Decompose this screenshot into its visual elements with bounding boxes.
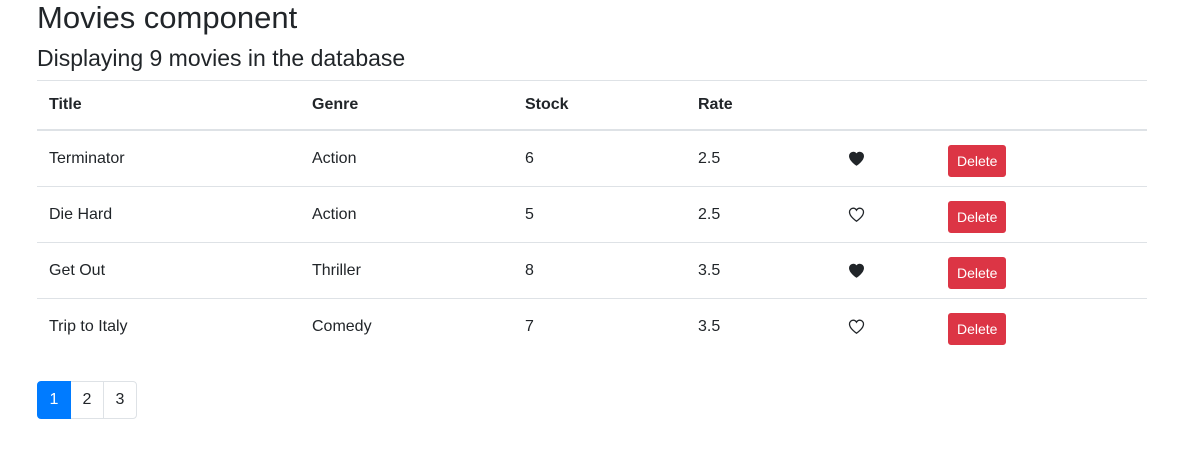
table-row: Die Hard Action 5 2.5 Delete <box>37 186 1147 243</box>
delete-button[interactable]: Delete <box>948 144 1007 177</box>
page-link-3[interactable]: 3 <box>103 381 137 419</box>
cell-rate: 3.5 <box>698 317 721 335</box>
cell-delete: Delete <box>936 242 1147 299</box>
cell-delete: Delete <box>936 130 1147 187</box>
cell-rate: 2.5 <box>686 130 834 187</box>
delete-button[interactable]: Delete <box>948 256 1007 289</box>
table-body: Terminator Action 6 2.5 Delete Die Hard … <box>37 130 1147 354</box>
table-row: Terminator Action 6 2.5 Delete <box>37 130 1147 187</box>
header-row: Title Genre Stock Rate <box>37 80 1147 131</box>
column-header-title[interactable]: Title <box>37 80 300 131</box>
cell-genre: Action <box>300 186 513 243</box>
movies-container: Movies component Displaying 9 movies in … <box>37 0 1147 435</box>
cell-delete: Delete <box>936 186 1147 243</box>
cell-rate: 2.5 <box>686 186 834 243</box>
page-link-2[interactable]: 2 <box>70 381 104 419</box>
cell-genre: Action <box>300 130 513 187</box>
cell-stock: 5 <box>513 186 686 243</box>
page-item: 3 <box>103 381 137 419</box>
cell-stock: 7 <box>525 317 534 335</box>
heart-filled-icon[interactable] <box>848 263 865 278</box>
heart-filled-icon[interactable] <box>848 151 865 166</box>
cell-title: Terminator <box>37 130 300 187</box>
column-header-rate[interactable]: Rate <box>686 80 834 131</box>
cell-delete: Delete <box>936 299 1147 355</box>
column-header-stock[interactable]: Stock <box>513 80 686 131</box>
cell-like <box>834 299 936 355</box>
cell-genre: Comedy <box>312 317 372 335</box>
cell-title: Trip to Italy <box>49 317 128 335</box>
page-link-1[interactable]: 1 <box>37 381 71 419</box>
column-header-delete <box>936 80 1147 131</box>
page-item: 1 <box>37 381 71 419</box>
column-header-genre[interactable]: Genre <box>300 80 513 131</box>
delete-button[interactable]: Delete <box>948 200 1007 233</box>
movies-table: Title Genre Stock Rate Terminator Action… <box>37 80 1147 354</box>
heart-outline-icon[interactable] <box>848 319 865 334</box>
cell-genre: Thriller <box>300 242 513 299</box>
page-title: Movies component <box>37 0 298 35</box>
pagination: 1 2 3 <box>37 381 1147 419</box>
heart-outline-icon[interactable] <box>848 207 865 222</box>
table-row: Trip to Italy Comedy 7 3.5 Delete <box>37 299 1147 355</box>
table-header: Title Genre Stock Rate <box>37 80 1147 131</box>
cell-title: Get Out <box>37 242 300 299</box>
cell-like <box>834 130 936 187</box>
delete-button[interactable]: Delete <box>948 312 1007 345</box>
column-header-like <box>834 80 936 131</box>
cell-like <box>834 242 936 299</box>
movie-count-subtitle: Displaying 9 movies in the database <box>37 45 406 71</box>
page-item: 2 <box>70 381 104 419</box>
cell-like <box>834 186 936 243</box>
table-row: Get Out Thriller 8 3.5 Delete <box>37 242 1147 299</box>
cell-stock: 8 <box>513 242 686 299</box>
cell-stock: 6 <box>513 130 686 187</box>
cell-title: Die Hard <box>37 186 300 243</box>
cell-rate: 3.5 <box>686 242 834 299</box>
